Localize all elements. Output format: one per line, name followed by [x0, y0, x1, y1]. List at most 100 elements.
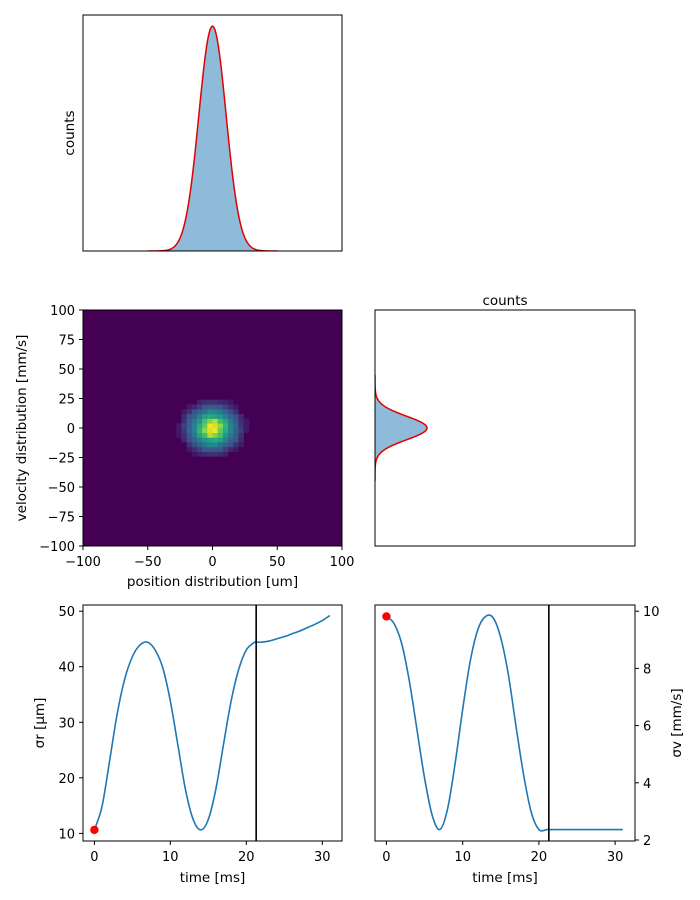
x-axis-label: position distribution [um] — [127, 574, 298, 590]
heatmap-cell — [191, 437, 198, 443]
heatmap-cell — [181, 418, 187, 424]
heatmap-cell — [207, 428, 213, 434]
x-tick-label: 100 — [330, 555, 355, 570]
heatmap-cell — [212, 399, 218, 405]
heatmap-cell — [222, 413, 229, 419]
heatmap-cell — [207, 432, 213, 438]
heatmap-cell — [181, 432, 187, 438]
heatmap-cell — [176, 423, 182, 429]
x-ticks: 0 10 20 30 — [90, 841, 331, 865]
heatmap-cell — [228, 446, 234, 452]
y-tick-label: 8 — [643, 662, 651, 677]
heatmap-cell — [207, 409, 213, 415]
y-tick-label: −100 — [39, 540, 75, 555]
heatmap-cell — [196, 404, 203, 410]
heatmap-cell — [243, 418, 250, 424]
heatmap-cell — [202, 423, 208, 429]
heatmap-cell — [233, 418, 239, 424]
x-tick-label: −100 — [65, 555, 101, 570]
heatmap-cell — [212, 451, 218, 457]
heatmap-cell — [222, 446, 229, 452]
heatmap-cell — [212, 446, 218, 452]
heatmap-cell — [191, 446, 198, 452]
heatmap-cell — [217, 404, 224, 410]
heatmap-cell — [212, 409, 218, 415]
heatmap-cell — [228, 413, 234, 419]
heatmap-cell — [233, 409, 239, 415]
y-tick-label: 2 — [643, 834, 651, 849]
y-axis-label: counts — [62, 110, 78, 155]
heatmap-cell — [207, 413, 213, 419]
start-marker — [90, 825, 99, 835]
heatmap-cell — [207, 418, 213, 424]
heatmap-cell — [222, 423, 229, 429]
heatmap-cell — [212, 442, 218, 448]
heatmap-cell — [212, 418, 218, 424]
y-ticks: 10 20 30 40 50 — [58, 605, 83, 842]
heatmap-cell — [196, 432, 203, 438]
heatmap-cell — [222, 451, 229, 457]
heatmap-cell — [233, 423, 239, 429]
heatmap-cell — [222, 399, 229, 405]
heatmap-cell — [217, 409, 224, 415]
heatmap-cell — [202, 418, 208, 424]
heatmap-cell — [233, 437, 239, 443]
heatmap-cell — [233, 432, 239, 438]
heatmap-cell — [217, 446, 224, 452]
x-tick-label: 20 — [531, 850, 548, 865]
heatmap-cell — [233, 446, 239, 452]
heatmap-cell — [233, 428, 239, 434]
heatmap-cell — [181, 423, 187, 429]
heatmap-cell — [202, 409, 208, 415]
x-tick-label: 30 — [607, 850, 624, 865]
heatmap-cell — [186, 428, 193, 434]
panel-top-left: counts — [62, 14, 343, 252]
x-tick-label: 0 — [208, 555, 216, 570]
x-axis-label: time [ms] — [180, 870, 246, 886]
y-tick-label: 25 — [58, 393, 75, 408]
heatmap-cell — [233, 413, 239, 419]
heatmap-cell — [228, 409, 234, 415]
y-tick-label: 100 — [50, 304, 75, 319]
heatmap-cell — [191, 409, 198, 415]
axes-frame — [82, 604, 343, 842]
y-ticks: 100 75 50 25 0 −25 −50 −75 −100 — [39, 304, 83, 555]
y-tick-label: 10 — [643, 605, 660, 620]
x-ticks: 0 10 20 30 — [382, 841, 623, 865]
heatmap-cell — [222, 442, 229, 448]
heatmap-cell — [186, 432, 193, 438]
fit-line — [375, 374, 428, 482]
x-tick-label: 0 — [382, 850, 390, 865]
x-tick-label: 20 — [238, 850, 255, 865]
heatmap-cell — [196, 428, 203, 434]
heatmap-cell — [196, 442, 203, 448]
y-tick-label: 10 — [58, 827, 75, 842]
heatmap-cell — [191, 442, 198, 448]
heatmap-cell — [217, 437, 224, 443]
heatmap-cell — [207, 404, 213, 410]
heatmap-cell — [181, 409, 187, 415]
heatmap-cell — [196, 446, 203, 452]
y-tick-label: −75 — [48, 511, 75, 526]
x-tick-label: 10 — [162, 850, 179, 865]
heatmap-cell — [186, 437, 193, 443]
y-tick-label: 50 — [58, 605, 75, 620]
x-axis-label: time [ms] — [472, 870, 538, 886]
y-tick-label: 0 — [67, 422, 75, 437]
heatmap-cell — [191, 451, 198, 457]
heatmap-cell — [212, 437, 218, 443]
panel-title: counts — [482, 293, 527, 309]
heatmap-cell — [202, 432, 208, 438]
heatmap-cell — [238, 418, 244, 424]
heatmap-cell — [228, 418, 234, 424]
heatmap-cell — [202, 404, 208, 410]
heatmap-cell — [181, 413, 187, 419]
panel-middle-left: −100 −50 0 50 100 100 75 50 25 0 −25 −50… — [14, 304, 354, 590]
heatmap-cell — [186, 446, 193, 452]
heatmap-cell — [196, 399, 203, 405]
heatmap-cell — [212, 423, 218, 429]
x-ticks: −100 −50 0 50 100 — [65, 546, 354, 570]
y-tick-label: 75 — [58, 334, 75, 349]
heatmap-cell — [217, 413, 224, 419]
